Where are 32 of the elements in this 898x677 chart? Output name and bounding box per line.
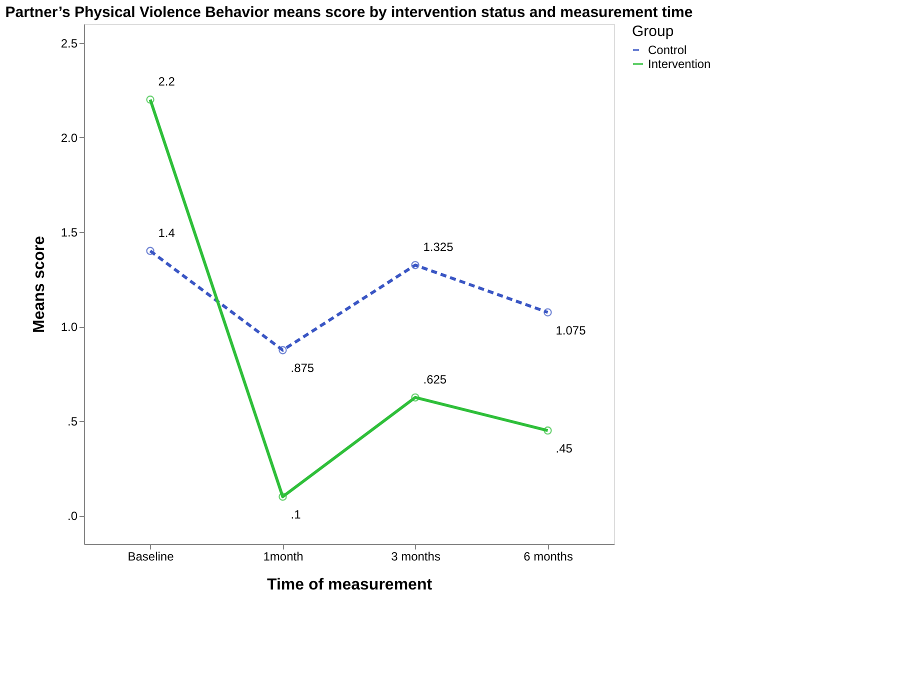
data-label: 1.325 — [423, 240, 454, 254]
legend-label: Control — [648, 43, 687, 57]
point — [278, 346, 287, 354]
x-tick-label: 6 months — [524, 550, 573, 564]
point — [411, 260, 420, 270]
point — [146, 96, 154, 104]
data-label: 2.2 — [158, 74, 176, 89]
x-tick-label: 1month — [263, 550, 304, 564]
y-tick-label: 1.5 — [60, 226, 78, 240]
point — [544, 308, 552, 316]
data-label: .625 — [423, 372, 447, 386]
point — [278, 492, 287, 501]
data-label: .45 — [556, 442, 573, 456]
point — [411, 393, 420, 402]
legend-label: Intervention — [648, 57, 711, 71]
chart-title: Partner’s Physical Violence Behavior means score by intervention status and measurement time — [5, 4, 693, 21]
point — [146, 246, 154, 256]
y-axis-title: Means score — [30, 236, 48, 333]
data-label: 1.4 — [158, 226, 176, 240]
point — [544, 426, 552, 435]
x-axis-title: Time of measurement — [266, 576, 433, 594]
y-tick-label: .0 — [67, 509, 78, 524]
y-tick-label: 2.5 — [60, 36, 78, 50]
legend-title: Group — [632, 23, 674, 40]
x-tick-label: Baseline — [128, 550, 174, 564]
data-label: .875 — [290, 361, 314, 376]
y-tick-label: 2.0 — [60, 130, 78, 145]
data-label: .1 — [290, 508, 302, 522]
y-tick-label: 1.0 — [60, 320, 78, 334]
data-label: 1.075 — [556, 323, 586, 338]
x-tick-label: 3 months — [391, 550, 440, 564]
y-tick-label: .5 — [67, 414, 78, 429]
